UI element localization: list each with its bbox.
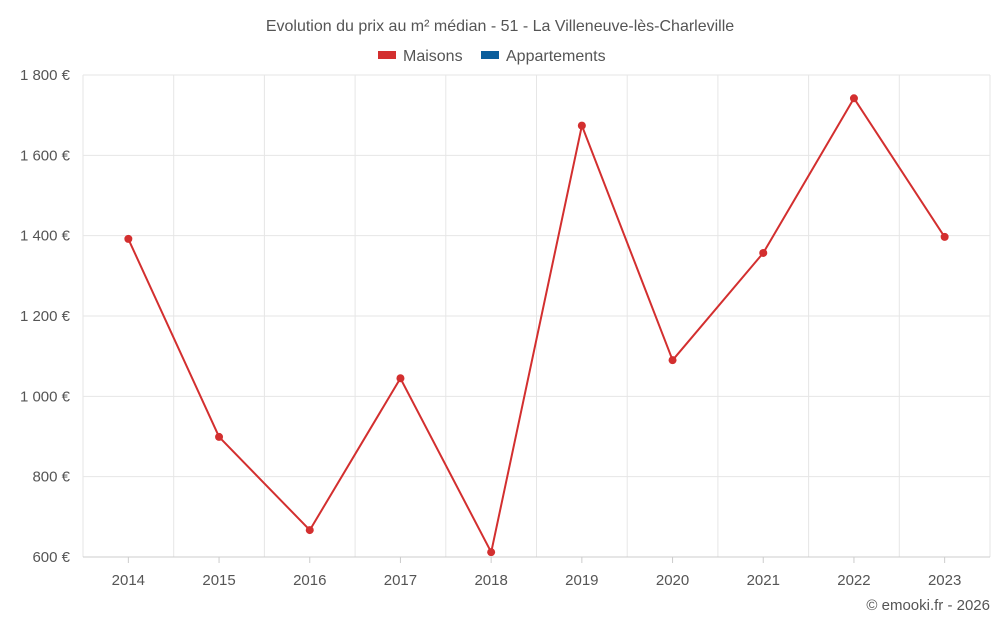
data-point[interactable]: [305, 526, 314, 535]
legend-swatch-maisons: [378, 51, 396, 59]
x-tick-label: 2023: [928, 572, 961, 589]
legend-item-appartements[interactable]: Appartements: [481, 48, 606, 65]
y-tick-label: 1 400 €: [20, 228, 71, 245]
series-maisons: [124, 94, 949, 557]
x-tick-label: 2015: [202, 572, 235, 589]
y-tick-label: 1 000 €: [20, 388, 71, 405]
legend-label-maisons: Maisons: [403, 48, 463, 65]
x-tick-label: 2016: [293, 572, 326, 589]
y-tick-label: 1 800 €: [20, 67, 71, 84]
x-tick-label: 2017: [384, 572, 417, 589]
y-tick-label: 1 600 €: [20, 147, 71, 164]
y-tick-label: 1 200 €: [20, 308, 71, 325]
legend-swatch-appartements: [481, 51, 499, 59]
y-axis: 600 € 800 € 1 000 € 1 200 € 1 400 € 1 600 € 1 …: [20, 67, 71, 566]
legend: Maisons Appartements: [378, 48, 606, 65]
x-tick-label: 2019: [565, 572, 598, 589]
legend-item-maisons[interactable]: Maisons: [378, 48, 463, 65]
data-point[interactable]: [849, 94, 858, 103]
x-tick-label: 2014: [112, 572, 145, 589]
data-point[interactable]: [577, 121, 586, 130]
y-tick-label: 600 €: [32, 549, 70, 566]
x-tick-label: 2022: [837, 572, 870, 589]
data-point[interactable]: [668, 356, 677, 365]
x-tick-label: 2021: [747, 572, 780, 589]
data-point[interactable]: [487, 548, 496, 557]
grid: [82, 74, 991, 558]
data-point[interactable]: [396, 374, 405, 383]
data-point[interactable]: [940, 232, 949, 241]
y-tick-label: 800 €: [32, 469, 70, 486]
data-point[interactable]: [124, 234, 133, 243]
data-point[interactable]: [215, 432, 224, 441]
x-tick-label: 2018: [474, 572, 507, 589]
x-axis: 2014 2015 2016 2017 2018 2019 2020 2021 2022 2023: [83, 556, 990, 589]
legend-label-appartements: Appartements: [506, 48, 606, 65]
chart-title: Evolution du prix au m² médian - 51 - La…: [266, 18, 734, 35]
data-point[interactable]: [759, 248, 768, 257]
credit-text: © emooki.fr - 2026: [866, 597, 990, 614]
series-line: [127, 97, 946, 554]
x-tick-label: 2020: [656, 572, 689, 589]
